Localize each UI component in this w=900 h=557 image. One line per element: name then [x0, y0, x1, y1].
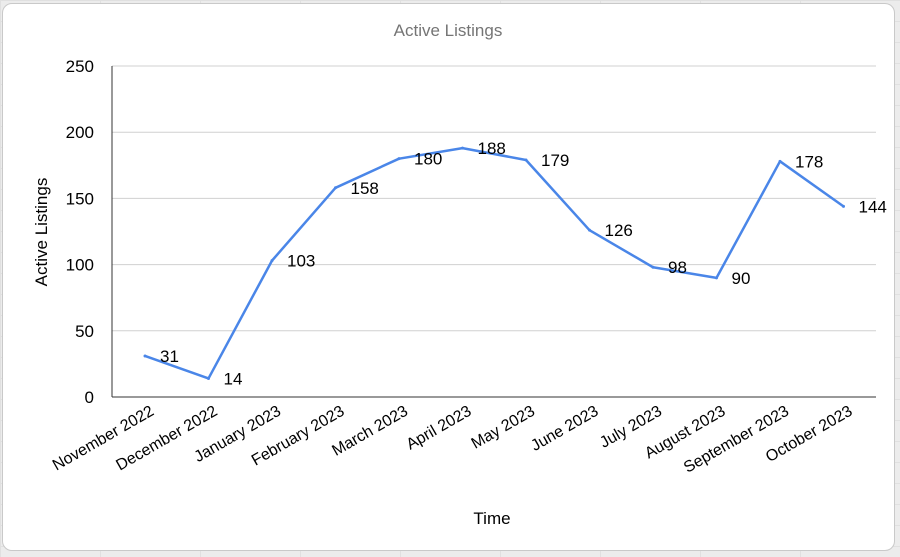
data-point	[715, 276, 718, 280]
data-point	[651, 265, 655, 269]
data-point	[397, 157, 401, 161]
data-label: 188	[478, 139, 506, 158]
data-label: 180	[414, 150, 442, 169]
data-point	[207, 376, 210, 380]
data-label: 98	[668, 258, 687, 277]
y-tick-label: 150	[66, 189, 94, 208]
data-point	[842, 204, 845, 208]
data-label: 158	[351, 179, 379, 198]
data-point	[143, 354, 147, 358]
chart-title: Active Listings	[394, 21, 503, 40]
data-label: 103	[287, 252, 315, 271]
data-labels: 31 14 103 158 180 188 179 126 98 90 178 144	[160, 139, 887, 388]
series-layer	[143, 146, 845, 380]
x-axis-title: Time	[473, 509, 510, 528]
chart-card[interactable]	[2, 3, 895, 551]
gridlines	[112, 65, 876, 332]
y-tick-label: 100	[66, 256, 94, 275]
data-label: 144	[859, 197, 887, 216]
series-line	[144, 146, 845, 380]
data-point	[524, 158, 528, 162]
y-tick-label: 0	[85, 388, 94, 407]
x-tick-label: May 2023	[469, 403, 538, 453]
data-label: 31	[160, 347, 179, 366]
data-point	[461, 146, 464, 150]
data-point	[778, 159, 782, 163]
data-point	[334, 186, 337, 190]
data-label: 90	[732, 269, 751, 288]
y-axis-ticks: 0 50 100 150 200 250	[66, 57, 94, 407]
y-tick-label: 200	[66, 123, 94, 142]
data-label: 179	[541, 151, 569, 170]
y-tick-label: 250	[66, 57, 94, 76]
x-tick-label: September 2023	[681, 403, 792, 477]
y-axis-title: Active Listings	[32, 178, 51, 287]
y-tick-label: 50	[75, 322, 94, 341]
data-label: 126	[605, 221, 633, 240]
x-tick-label: April 2023	[404, 403, 475, 454]
x-tick-label: November 2022	[50, 403, 157, 475]
data-point	[270, 259, 274, 263]
x-tick-label: June 2023	[528, 403, 601, 455]
data-label: 178	[795, 152, 823, 171]
data-label: 14	[224, 369, 243, 388]
data-point	[588, 228, 591, 232]
